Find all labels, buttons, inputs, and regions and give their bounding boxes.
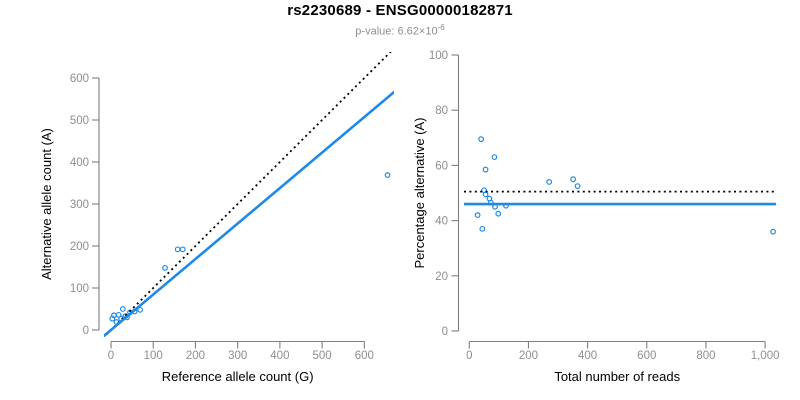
data-point [179, 246, 186, 253]
y-tick-label: 400 [70, 157, 89, 169]
left-plot: 0 100 200 300 400 500 600 0 100 200 300 400 500 600 Re… [39, 52, 394, 384]
x-axis-title: Total number of reads [554, 369, 680, 384]
reference-lines [104, 52, 394, 337]
x-tick-label: 1,000 [751, 350, 780, 362]
pvalue-text: p-value: 6.62×10 [355, 25, 438, 38]
y-tick-label: 100 [429, 50, 448, 62]
y-tick-label: 0 [442, 326, 448, 338]
data-point [478, 136, 485, 143]
y-tick-label: 60 [435, 160, 448, 172]
data-point [474, 212, 481, 218]
data-point [119, 306, 126, 312]
y-tick-label: 40 [435, 216, 448, 228]
data-point [115, 311, 122, 318]
x-tick-label: 500 [313, 350, 332, 362]
reference-lines [464, 190, 776, 206]
x-tick-label: 0 [108, 350, 114, 362]
fit-line [104, 90, 394, 337]
y-tick-label: 80 [435, 105, 448, 117]
y-tick-label: 300 [70, 199, 89, 211]
data-point [137, 306, 144, 313]
x-tick-label: 400 [270, 350, 289, 362]
y-tick-label: 0 [83, 325, 89, 337]
page-title: rs2230689 - ENSG00000182871 [287, 2, 513, 19]
x-tick-label: 0 [466, 350, 472, 362]
x-tick-label: 300 [228, 350, 247, 362]
x-tick-label: 200 [186, 350, 205, 362]
data-point [482, 191, 489, 198]
data-point [491, 154, 498, 161]
y-tick-label: 200 [70, 241, 89, 253]
data-point [174, 246, 181, 253]
data-points [474, 136, 776, 235]
y-axis-title: Alternative allele count (A) [39, 128, 54, 280]
y-tick-label: 600 [70, 73, 89, 85]
x-tick-label: 600 [355, 350, 374, 362]
data-point [770, 228, 776, 235]
identity-line [104, 52, 392, 337]
y-tick-label: 500 [70, 115, 89, 127]
data-point [482, 166, 489, 173]
x-tick-label: 200 [519, 350, 538, 362]
data-points [109, 172, 391, 325]
data-point [162, 264, 168, 271]
data-point [570, 176, 577, 183]
data-point [546, 179, 553, 185]
data-point [384, 172, 391, 178]
x-tick-label: 400 [578, 350, 597, 362]
data-point [574, 183, 581, 190]
y-tick-label: 20 [435, 271, 448, 283]
pvalue-subtitle: p-value: 6.62×10-6 [0, 23, 800, 38]
x-tick-label: 600 [637, 350, 656, 362]
x-tick-label: 100 [144, 350, 163, 362]
data-point [495, 210, 502, 217]
x-axis-title: Reference allele count (G) [162, 369, 314, 384]
pvalue-exponent: -6 [437, 23, 445, 32]
right-plot: 0 20 40 60 80 100 0 200 400 600 800 1,000 Total numb… [412, 50, 779, 384]
y-tick-label: 100 [70, 283, 89, 295]
y-axis-title: Percentage alternative (A) [412, 117, 427, 268]
data-point [479, 225, 486, 232]
x-tick-label: 800 [696, 350, 715, 362]
